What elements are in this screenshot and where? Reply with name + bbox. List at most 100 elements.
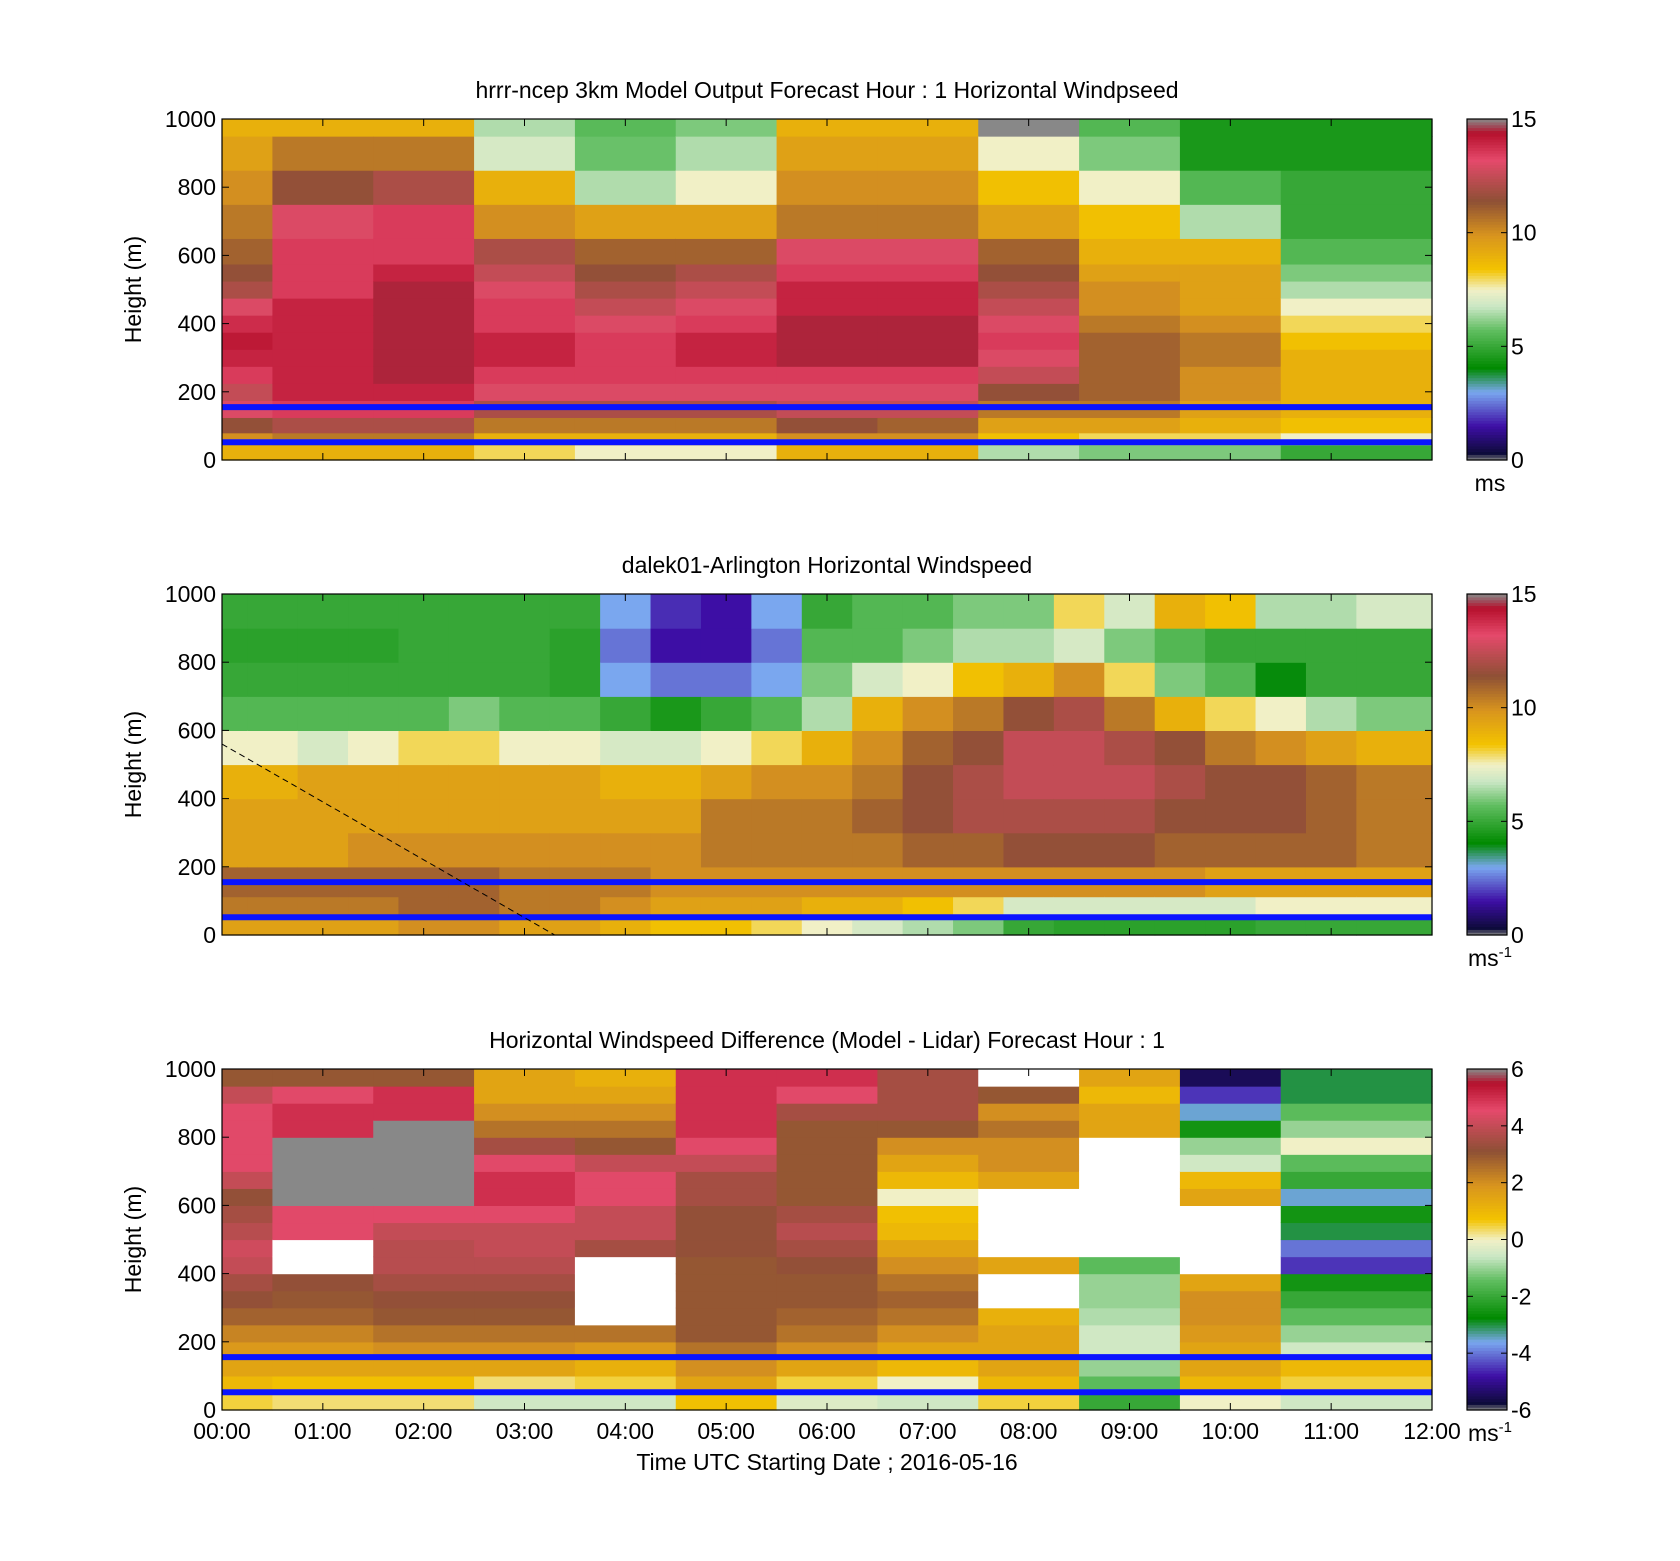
heatmap-cell: [1179, 280, 1282, 299]
heatmap-cell: [297, 730, 349, 766]
heatmap-cell: [877, 1069, 979, 1087]
colorbar-segment: [1467, 650, 1507, 655]
colorbar-segment: [1467, 207, 1507, 211]
heatmap-cell: [1104, 730, 1156, 766]
heatmap-cell: [650, 917, 702, 936]
x-ticks: [221, 119, 1433, 460]
y-tick-label: 200: [178, 1329, 216, 1355]
colorbar-segment: [1467, 1245, 1507, 1249]
heatmap-cell: [978, 1239, 1080, 1258]
heatmap-cell: [1079, 1120, 1181, 1138]
heatmap-cell: [574, 1290, 677, 1309]
y-axis-label: Height (m): [120, 711, 146, 818]
heatmap-cell: [776, 1358, 879, 1377]
heatmap-cell: [801, 832, 853, 868]
colorbar-segment: [1467, 190, 1507, 194]
heatmap-cell: [1079, 383, 1181, 401]
y-tick-label: 0: [203, 922, 216, 948]
heatmap-cell: [1003, 628, 1055, 663]
heatmap-cell: [978, 315, 1080, 333]
colorbar-segment: [1467, 411, 1507, 416]
heatmap-cell: [978, 1358, 1080, 1377]
heatmap-cell: [675, 383, 778, 401]
heatmap-cell: [953, 832, 1005, 868]
heatmap-cell: [978, 136, 1080, 171]
colorbar-segment: [1467, 246, 1507, 251]
colorbar-segment: [1467, 1185, 1507, 1189]
heatmap-cell: [978, 280, 1080, 299]
colorbar-segment: [1467, 1179, 1507, 1184]
heatmap-cell: [675, 1256, 778, 1275]
heatmap-cell: [1079, 1205, 1181, 1224]
colorbar-segment: [1467, 1202, 1507, 1206]
colorbar-segment: [1467, 1330, 1507, 1334]
colorbar-tick-label: 4: [1511, 1113, 1524, 1139]
heatmap-cell: [600, 628, 652, 663]
colorbar-segment: [1467, 1091, 1507, 1096]
heatmap-cell: [1154, 696, 1206, 731]
colorbar-segment: [1467, 1401, 1507, 1405]
heatmap-cell: [1003, 730, 1055, 766]
colorbar-segment: [1467, 755, 1507, 760]
heatmap-cell: [348, 594, 400, 629]
heatmap-cell: [751, 628, 803, 663]
colorbar-segment: [1467, 883, 1507, 888]
heatmap-cell: [1079, 1086, 1181, 1104]
heatmap-cell: [902, 832, 954, 868]
colorbar-segment: [1467, 161, 1507, 166]
heatmap-cell: [600, 730, 652, 766]
heatmap-cell: [474, 298, 576, 316]
heatmap-cell: [1053, 628, 1105, 663]
colorbar-segment: [1467, 380, 1507, 384]
heatmap-cell: [1079, 1171, 1181, 1189]
x-tick-label: 01:00: [294, 1418, 352, 1444]
heatmap-cell: [373, 1307, 475, 1326]
heatmap-cell: [574, 1392, 677, 1411]
colorbar-segment: [1467, 172, 1507, 177]
heatmap-cell: [978, 1307, 1080, 1326]
colorbar-segment: [1467, 292, 1507, 296]
colorbar-segment: [1467, 1358, 1507, 1363]
colorbar-segment: [1467, 326, 1507, 330]
colorbar-segment: [1467, 1151, 1507, 1155]
heatmap-cell: [1280, 332, 1433, 350]
heatmap-cell: [272, 238, 374, 265]
colorbar-unit: ms-1: [1468, 1419, 1512, 1446]
colorbar-segment: [1467, 608, 1507, 612]
heatmap-cell: [373, 366, 475, 384]
heatmap-cell: [272, 1222, 374, 1241]
colorbar-segment: [1467, 838, 1507, 842]
heatmap-cell: [222, 1307, 274, 1326]
heatmap-cell: [1356, 832, 1433, 868]
colorbar-segment: [1467, 665, 1507, 669]
heatmap-cell: [978, 1171, 1080, 1189]
colorbar-segment: [1467, 747, 1507, 751]
colorbar-segment: [1467, 1279, 1507, 1283]
colorbar-segment: [1467, 886, 1507, 891]
colorbar-segment: [1467, 713, 1507, 717]
heatmap-cell: [776, 444, 879, 461]
heatmap-cell: [1179, 1239, 1282, 1258]
colorbar-segment: [1467, 315, 1507, 319]
heatmap-cell: [1280, 263, 1433, 282]
heatmap-cell: [1104, 662, 1156, 697]
colorbar-segment: [1467, 317, 1507, 322]
colorbar-segment: [1467, 1327, 1507, 1332]
colorbar-segment: [1467, 192, 1507, 197]
colorbar-segment: [1467, 815, 1507, 820]
colorbar-segment: [1467, 824, 1507, 828]
heatmap-cell: [222, 1069, 274, 1087]
colorbar-segment: [1467, 428, 1507, 433]
heatmap-cell: [1104, 628, 1156, 663]
heatmap-cell: [574, 1375, 677, 1394]
heatmap-cell: [222, 1324, 274, 1343]
heatmap-cell: [1179, 1222, 1282, 1241]
colorbar-segment: [1467, 286, 1507, 291]
colorbar-segment: [1467, 388, 1507, 393]
heatmap-cell: [650, 764, 702, 800]
heatmap-cell: [1053, 832, 1105, 868]
heatmap-cell: [574, 1239, 677, 1258]
heatmap-cell: [474, 417, 576, 434]
colorbar-segment: [1467, 224, 1507, 228]
heatmap-cell: [549, 764, 601, 800]
